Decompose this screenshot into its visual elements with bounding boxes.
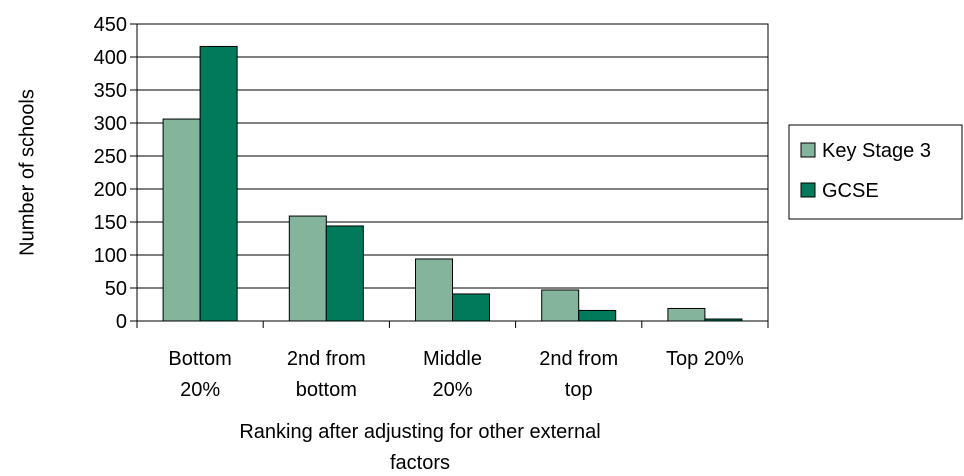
legend: Key Stage 3 GCSE	[788, 124, 963, 220]
y-tick-label: 400	[94, 47, 127, 69]
x-category-label: Top 20%	[666, 348, 744, 370]
legend-swatch-gcse	[800, 182, 816, 198]
y-tick-label: 50	[105, 278, 127, 300]
x-category-label: Middle 20%	[423, 348, 482, 401]
gridlines	[137, 56, 768, 289]
legend-label: Key Stage 3	[822, 140, 931, 162]
legend-label: GCSE	[822, 180, 879, 202]
bar-key-stage-3	[667, 307, 706, 322]
legend-frame	[788, 124, 963, 220]
x-axis-title-text: Ranking after adjusting for other extern…	[239, 421, 600, 474]
bar-gcse	[325, 225, 364, 322]
bar-key-stage-3	[162, 118, 201, 322]
bar-gcse	[452, 293, 490, 322]
bar-key-stage-3	[541, 289, 580, 322]
legend-swatch-key-stage-3	[800, 142, 816, 158]
x-category-label: Bottom 20%	[168, 348, 231, 401]
bar-key-stage-3	[288, 215, 327, 322]
y-tick-label: 450	[94, 14, 127, 36]
x-axis-title: Ranking after adjusting for other extern…	[239, 421, 600, 474]
bar-gcse	[199, 45, 238, 322]
x-category-label: 2nd from top	[539, 348, 618, 401]
bar-gcse	[578, 309, 617, 322]
plot-area-frame	[136, 23, 769, 322]
y-tick-label: 250	[94, 146, 127, 168]
y-tick-label: 150	[94, 212, 127, 234]
bar-key-stage-3	[415, 258, 453, 322]
x-axis: Bottom 20% 2nd from bottom Middle 20% 2nd from…	[136, 321, 769, 401]
bars	[162, 45, 743, 322]
y-tick-label: 0	[116, 311, 127, 333]
y-tick-label: 200	[94, 179, 127, 201]
y-axis: 0 50 100 150 200 250 300 350 400 450	[94, 14, 137, 333]
y-axis-title: Number of schools	[16, 89, 38, 256]
y-tick-label: 100	[94, 245, 127, 267]
y-tick-label: 350	[94, 80, 127, 102]
x-category-label: 2nd from bottom	[287, 348, 366, 401]
y-tick-label: 300	[94, 113, 127, 135]
